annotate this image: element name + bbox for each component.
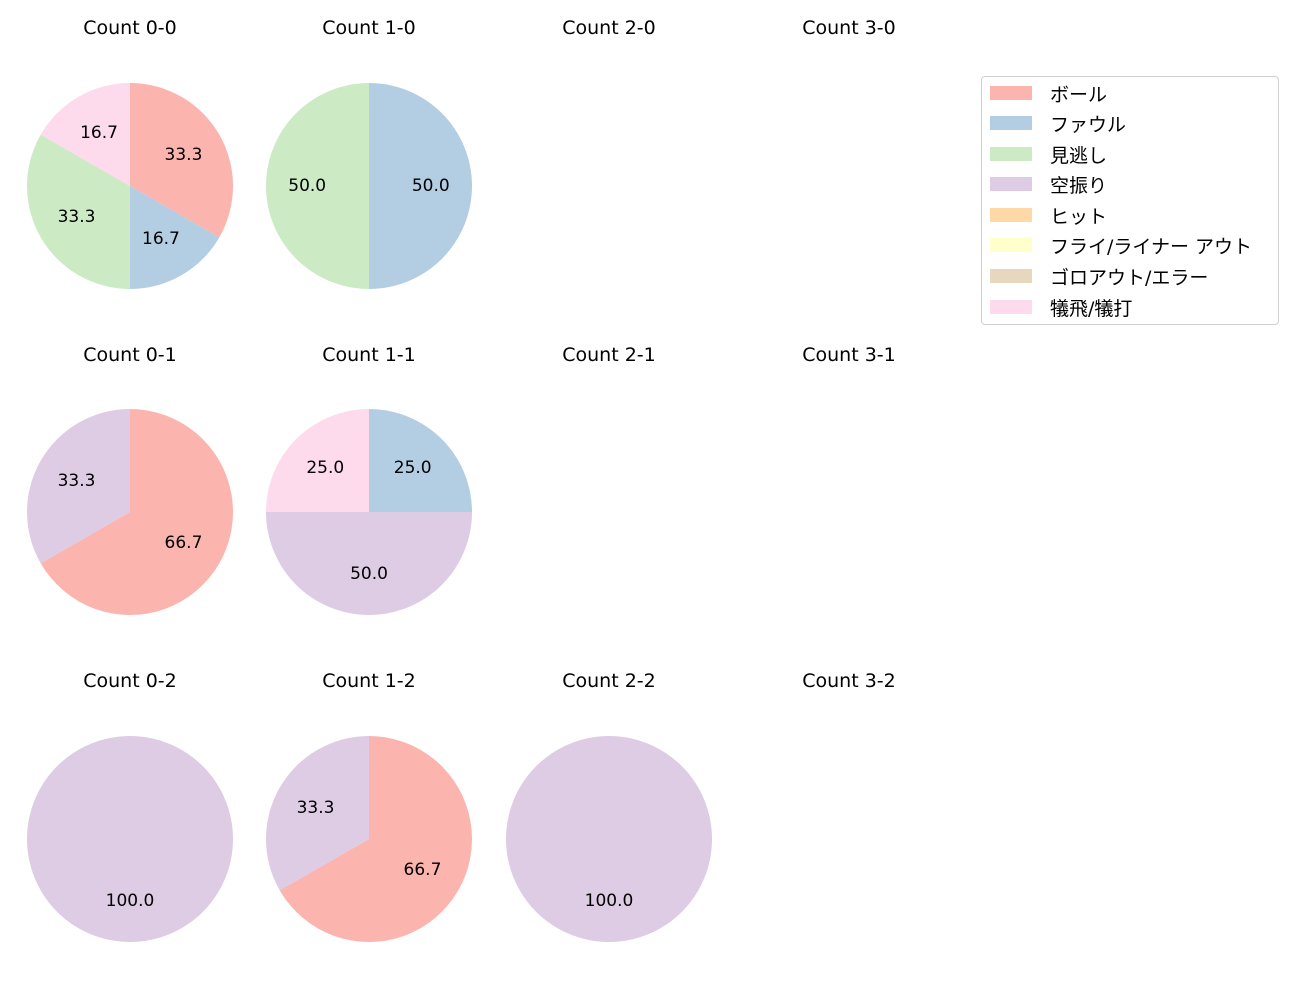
legend-label-swinging-strike: 空振り [1050, 174, 1108, 197]
slice-value-label: 33.3 [57, 206, 96, 227]
legend-swatch-fly-liner-out [990, 238, 1032, 252]
legend-label-sacrifice: 犠飛/犠打 [1050, 297, 1133, 320]
pie-slice [369, 83, 472, 289]
pie-slice [266, 736, 369, 891]
legend-label-groundout-error: ゴロアウト/エラー [1050, 266, 1209, 289]
slice-value-label: 16.7 [80, 122, 118, 143]
legend-label-hit: ヒット [1050, 205, 1108, 228]
panel-title-1-2: Count 1-2 [322, 670, 416, 692]
panel-title-0-1: Count 0-1 [83, 344, 177, 366]
panel-title-2-1: Count 2-1 [562, 344, 656, 366]
slice-value-label: 100.0 [584, 890, 634, 911]
panel-title-1-0: Count 1-0 [322, 17, 416, 39]
slice-value-label: 50.0 [350, 563, 388, 584]
slice-value-label: 25.0 [393, 458, 432, 479]
panel-title-2-2: Count 2-2 [562, 670, 656, 692]
pie-slice [266, 83, 369, 289]
legend-swatch-called-strike [990, 147, 1032, 161]
legend-swatch-foul [990, 116, 1032, 130]
panel-title-2-0: Count 2-0 [562, 17, 656, 39]
legend-item-hit: ヒット [990, 205, 1107, 228]
slice-value-label: 66.7 [164, 532, 203, 553]
pie-slice [279, 736, 473, 942]
pie-slice [26, 134, 130, 289]
legend-item-fly-liner-out: フライ/ライナー アウト [990, 235, 1252, 258]
pie-slice [130, 186, 220, 289]
panel-title-3-2: Count 3-2 [802, 670, 896, 692]
pie-slice [26, 409, 130, 564]
legend-swatch-swinging-strike [990, 177, 1032, 191]
slice-value-label: 66.7 [403, 859, 442, 880]
legend-label-ball: ボール [1050, 83, 1108, 106]
panel-title-3-1: Count 3-1 [802, 344, 896, 366]
slice-value-label: 50.0 [411, 176, 450, 196]
legend-swatch-hit [990, 208, 1032, 222]
panel-title-0-2: Count 0-2 [83, 670, 177, 692]
legend-item-swinging-strike: 空振り [990, 174, 1107, 197]
pie-slice [27, 736, 233, 942]
slice-value-label: 33.3 [164, 145, 203, 166]
legend-swatch-ball [990, 86, 1032, 100]
slice-value-label: 16.7 [142, 229, 180, 250]
legend-swatch-sacrifice [990, 300, 1032, 314]
pie-slice [266, 512, 472, 615]
panel-title-3-0: Count 3-0 [802, 17, 896, 39]
slice-value-label: 25.0 [306, 458, 345, 479]
slice-value-label: 33.3 [57, 471, 96, 492]
pie-slice [40, 83, 130, 186]
legend-label-fly-liner-out: フライ/ライナー アウト [1050, 235, 1253, 258]
legend-item-groundout-error: ゴロアウト/エラー [990, 266, 1208, 289]
panel-title-0-0: Count 0-0 [83, 17, 177, 39]
legend-item-called-strike: 見逃し [990, 144, 1107, 167]
slice-value-label: 50.0 [288, 176, 327, 196]
panel-title-1-1: Count 1-1 [322, 344, 416, 366]
pie-slice [369, 409, 472, 512]
legend-item-ball: ボール [990, 83, 1107, 106]
pie-slice [506, 736, 712, 942]
legend-swatch-groundout-error [990, 269, 1032, 283]
pie-slice [266, 409, 369, 512]
slice-value-label: 100.0 [105, 890, 155, 911]
legend-item-foul: ファウル [990, 113, 1126, 136]
legend-label-foul: ファウル [1050, 113, 1127, 136]
slice-value-label: 33.3 [296, 798, 335, 819]
pie-slice [130, 83, 234, 238]
pie-slice [40, 409, 234, 615]
legend-label-called-strike: 見逃し [1050, 144, 1108, 167]
legend: ボール ファウル 見逃し 空振り ヒット フライ/ライナー アウト ゴロアウト/… [981, 76, 1279, 325]
legend-item-sacrifice: 犠飛/犠打 [990, 297, 1132, 320]
